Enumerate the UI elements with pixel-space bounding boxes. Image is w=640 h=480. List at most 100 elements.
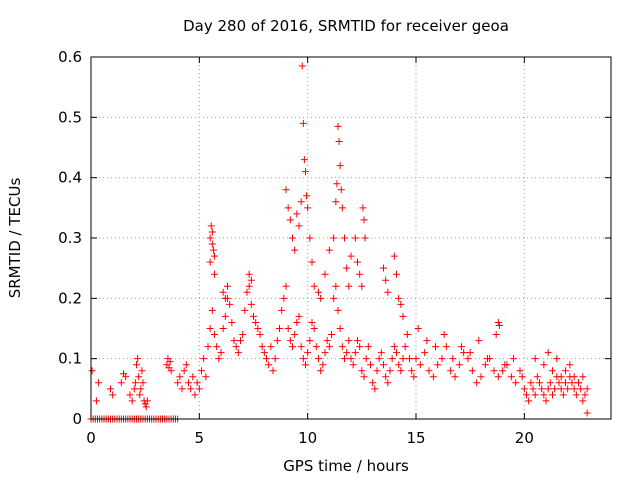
data-point	[542, 397, 550, 405]
data-point	[336, 162, 344, 170]
data-point	[416, 361, 424, 369]
data-point	[351, 349, 359, 357]
data-point	[338, 343, 346, 351]
x-tick-label: 15	[406, 429, 425, 447]
data-point	[360, 373, 368, 381]
data-point	[308, 258, 316, 266]
data-point	[302, 168, 309, 176]
data-point	[533, 373, 541, 381]
data-point	[343, 349, 351, 357]
data-point	[525, 397, 533, 405]
data-point	[440, 331, 448, 339]
data-point	[549, 367, 556, 375]
data-point	[200, 355, 208, 363]
data-point	[332, 282, 340, 290]
data-point	[361, 234, 369, 242]
data-point	[384, 379, 392, 387]
data-point	[308, 318, 316, 326]
data-point	[447, 367, 455, 375]
data-point	[224, 282, 231, 290]
data-point	[377, 349, 385, 357]
data-point	[247, 276, 255, 284]
data-point	[356, 343, 364, 351]
data-point	[572, 391, 580, 399]
data-point	[167, 367, 175, 375]
data-point	[130, 385, 138, 393]
data-point	[553, 355, 561, 363]
y-axis-label: SRMTID / TECUs	[6, 178, 24, 299]
data-point	[139, 379, 147, 387]
data-point	[298, 62, 306, 70]
data-point	[265, 361, 273, 369]
data-point	[449, 355, 457, 363]
data-point	[408, 367, 416, 375]
data-point	[458, 343, 465, 351]
data-point	[518, 373, 526, 381]
data-point	[544, 349, 552, 357]
data-point	[359, 204, 367, 212]
data-point	[334, 306, 342, 314]
data-point	[325, 246, 333, 254]
data-point	[252, 318, 260, 326]
data-point	[306, 337, 314, 345]
data-point	[380, 361, 387, 369]
data-point	[367, 361, 374, 369]
data-point	[473, 379, 481, 387]
data-point	[568, 379, 576, 387]
data-point	[273, 337, 281, 345]
x-tick-label: 10	[298, 429, 317, 447]
data-point	[284, 204, 292, 212]
data-point	[516, 367, 524, 375]
data-point	[260, 349, 268, 357]
data-point	[289, 343, 296, 351]
data-point	[138, 367, 146, 375]
data-point	[464, 355, 472, 363]
data-point	[434, 361, 442, 369]
data-point	[295, 312, 303, 320]
data-point	[122, 373, 130, 381]
data-point	[406, 355, 413, 363]
x-tick-labels: 0 5 10 15 20	[86, 429, 534, 447]
data-point	[174, 379, 182, 387]
data-point	[358, 282, 366, 290]
data-point	[583, 409, 591, 417]
data-point	[551, 385, 559, 393]
data-point	[549, 391, 556, 399]
data-point	[221, 294, 229, 302]
data-point	[315, 288, 322, 296]
data-point	[403, 331, 411, 339]
x-tick-label: 5	[195, 429, 205, 447]
data-point	[343, 264, 351, 272]
data-point	[395, 361, 403, 369]
data-point	[384, 288, 392, 296]
data-point	[258, 343, 266, 351]
data-point	[176, 373, 184, 381]
data-point	[382, 373, 390, 381]
data-point	[217, 349, 225, 357]
data-point	[362, 355, 370, 363]
data-point	[211, 252, 218, 260]
data-point	[226, 300, 234, 308]
data-point	[557, 373, 565, 381]
data-point	[211, 331, 218, 339]
data-point	[302, 361, 309, 369]
data-point	[538, 385, 546, 393]
data-point	[527, 379, 535, 387]
data-point	[299, 119, 307, 127]
data-point	[207, 222, 215, 230]
data-point	[555, 379, 563, 387]
y-tick-labels: 0 0.1 0.2 0.3 0.4 0.5 0.6	[58, 48, 82, 428]
data-point	[373, 367, 381, 375]
data-point	[143, 397, 151, 405]
data-point	[371, 385, 379, 393]
data-point	[399, 312, 407, 320]
data-point	[410, 373, 418, 381]
data-point	[423, 337, 431, 345]
data-point	[520, 385, 528, 393]
data-point	[438, 355, 446, 363]
data-point	[304, 204, 312, 212]
data-point	[304, 349, 312, 357]
y-tick-label: 0.2	[58, 289, 82, 307]
data-point	[208, 228, 216, 236]
